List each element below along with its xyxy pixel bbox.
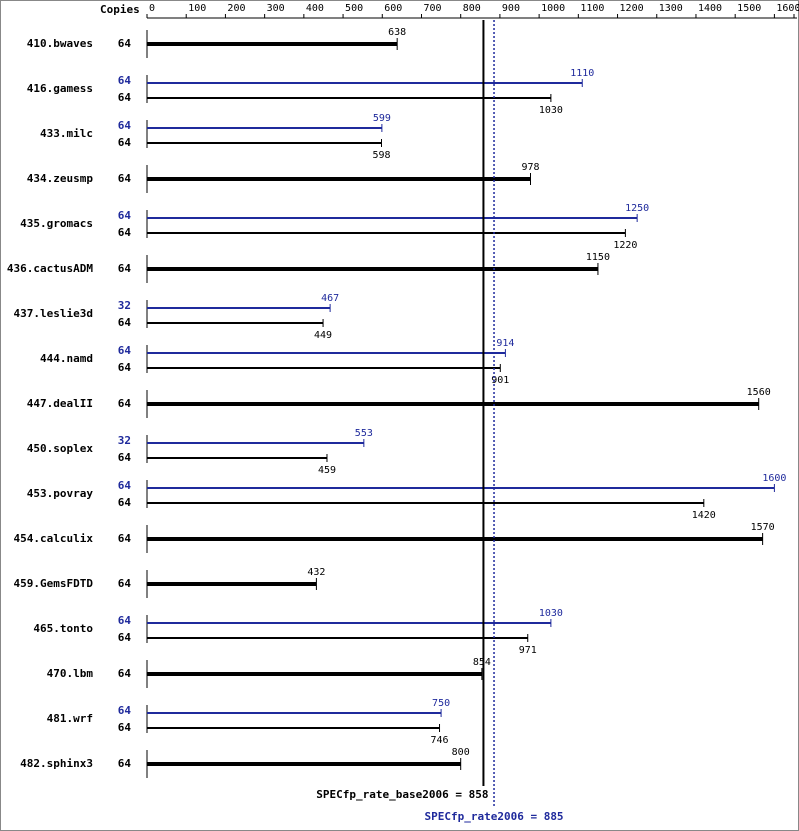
x-tick-label: 700 bbox=[423, 3, 441, 14]
x-tick-label: 1200 bbox=[620, 3, 644, 14]
benchmark-label: 444.namd bbox=[40, 352, 93, 365]
copies-label: 64 bbox=[118, 37, 132, 50]
benchmark-label: 416.gamess bbox=[27, 82, 93, 95]
x-tick-label: 400 bbox=[306, 3, 324, 14]
x-tick-label: 900 bbox=[502, 3, 520, 14]
value-label: 459 bbox=[318, 465, 336, 476]
benchmark-label: 459.GemsFDTD bbox=[14, 577, 94, 590]
copies-label: 64 bbox=[118, 91, 132, 104]
x-tick-label: 1300 bbox=[659, 3, 683, 14]
benchmark-label: 437.leslie3d bbox=[14, 307, 93, 320]
copies-label: 32 bbox=[118, 299, 131, 312]
reference-label: SPECfp_rate2006 = 885 bbox=[424, 810, 563, 823]
value-label: 1110 bbox=[570, 68, 594, 79]
x-tick-label: 200 bbox=[227, 3, 245, 14]
benchmark-label: 453.povray bbox=[27, 487, 94, 500]
benchmark-label: 433.milc bbox=[40, 127, 93, 140]
benchmark-label: 435.gromacs bbox=[20, 217, 93, 230]
value-label: 901 bbox=[491, 375, 509, 386]
copies-label: 64 bbox=[118, 74, 132, 87]
value-label: 971 bbox=[519, 645, 537, 656]
x-tick-label: 600 bbox=[384, 3, 402, 14]
value-label: 1220 bbox=[613, 240, 637, 251]
x-tick-label: 500 bbox=[345, 3, 363, 14]
value-label: 1030 bbox=[539, 608, 563, 619]
value-label: 750 bbox=[432, 698, 450, 709]
value-label: 800 bbox=[452, 747, 470, 758]
copies-label: 32 bbox=[118, 434, 131, 447]
value-label: 746 bbox=[430, 735, 448, 746]
value-label: 449 bbox=[314, 330, 332, 341]
x-tick-label: 1000 bbox=[541, 3, 565, 14]
reference-label: SPECfp_rate_base2006 = 858 bbox=[316, 788, 488, 801]
x-tick-label: 1400 bbox=[698, 3, 722, 14]
copies-label: 64 bbox=[118, 172, 132, 185]
copies-header: Copies bbox=[100, 3, 140, 16]
x-tick-label: 100 bbox=[188, 3, 206, 14]
value-label: 1150 bbox=[586, 252, 610, 263]
copies-label: 64 bbox=[118, 209, 132, 222]
x-tick-label: 1500 bbox=[737, 3, 761, 14]
copies-label: 64 bbox=[118, 479, 132, 492]
value-label: 598 bbox=[372, 150, 390, 161]
value-label: 854 bbox=[473, 657, 491, 668]
value-label: 1420 bbox=[692, 510, 716, 521]
copies-label: 64 bbox=[118, 577, 132, 590]
x-tick-label: 1650 bbox=[796, 3, 799, 14]
benchmark-label: 447.dealII bbox=[27, 397, 93, 410]
value-label: 1570 bbox=[751, 522, 775, 533]
benchmark-label: 454.calculix bbox=[14, 532, 94, 545]
value-label: 599 bbox=[373, 113, 391, 124]
x-tick-label: 1100 bbox=[580, 3, 604, 14]
copies-label: 64 bbox=[118, 667, 132, 680]
x-tick-label: 800 bbox=[463, 3, 481, 14]
copies-label: 64 bbox=[118, 721, 132, 734]
copies-label: 64 bbox=[118, 119, 132, 132]
value-label: 1600 bbox=[762, 473, 786, 484]
x-tick-label: 300 bbox=[267, 3, 285, 14]
value-label: 467 bbox=[321, 293, 339, 304]
value-label: 553 bbox=[355, 428, 373, 439]
copies-label: 64 bbox=[118, 397, 132, 410]
x-tick-label: 0 bbox=[149, 3, 155, 14]
copies-label: 64 bbox=[118, 614, 132, 627]
copies-label: 64 bbox=[118, 226, 132, 239]
copies-label: 64 bbox=[118, 704, 132, 717]
copies-label: 64 bbox=[118, 316, 132, 329]
benchmark-label: 482.sphinx3 bbox=[20, 757, 93, 770]
x-tick-label: 1600 bbox=[776, 3, 799, 14]
value-label: 432 bbox=[307, 567, 325, 578]
copies-label: 64 bbox=[118, 532, 132, 545]
benchmark-label: 434.zeusmp bbox=[27, 172, 94, 185]
copies-label: 64 bbox=[118, 136, 132, 149]
value-label: 914 bbox=[496, 338, 514, 349]
benchmark-label: 410.bwaves bbox=[27, 37, 93, 50]
benchmark-label: 465.tonto bbox=[33, 622, 93, 635]
copies-label: 64 bbox=[118, 344, 132, 357]
value-label: 638 bbox=[388, 27, 406, 38]
benchmark-label: 470.lbm bbox=[47, 667, 94, 680]
copies-label: 64 bbox=[118, 451, 132, 464]
copies-label: 64 bbox=[118, 631, 132, 644]
value-label: 1560 bbox=[747, 387, 771, 398]
value-label: 1030 bbox=[539, 105, 563, 116]
benchmark-label: 450.soplex bbox=[27, 442, 94, 455]
benchmark-label: 481.wrf bbox=[47, 712, 93, 725]
value-label: 1250 bbox=[625, 203, 649, 214]
value-label: 978 bbox=[521, 162, 539, 173]
copies-label: 64 bbox=[118, 361, 132, 374]
copies-label: 64 bbox=[118, 757, 132, 770]
copies-label: 64 bbox=[118, 262, 132, 275]
copies-label: 64 bbox=[118, 496, 132, 509]
benchmark-label: 436.cactusADM bbox=[7, 262, 93, 275]
